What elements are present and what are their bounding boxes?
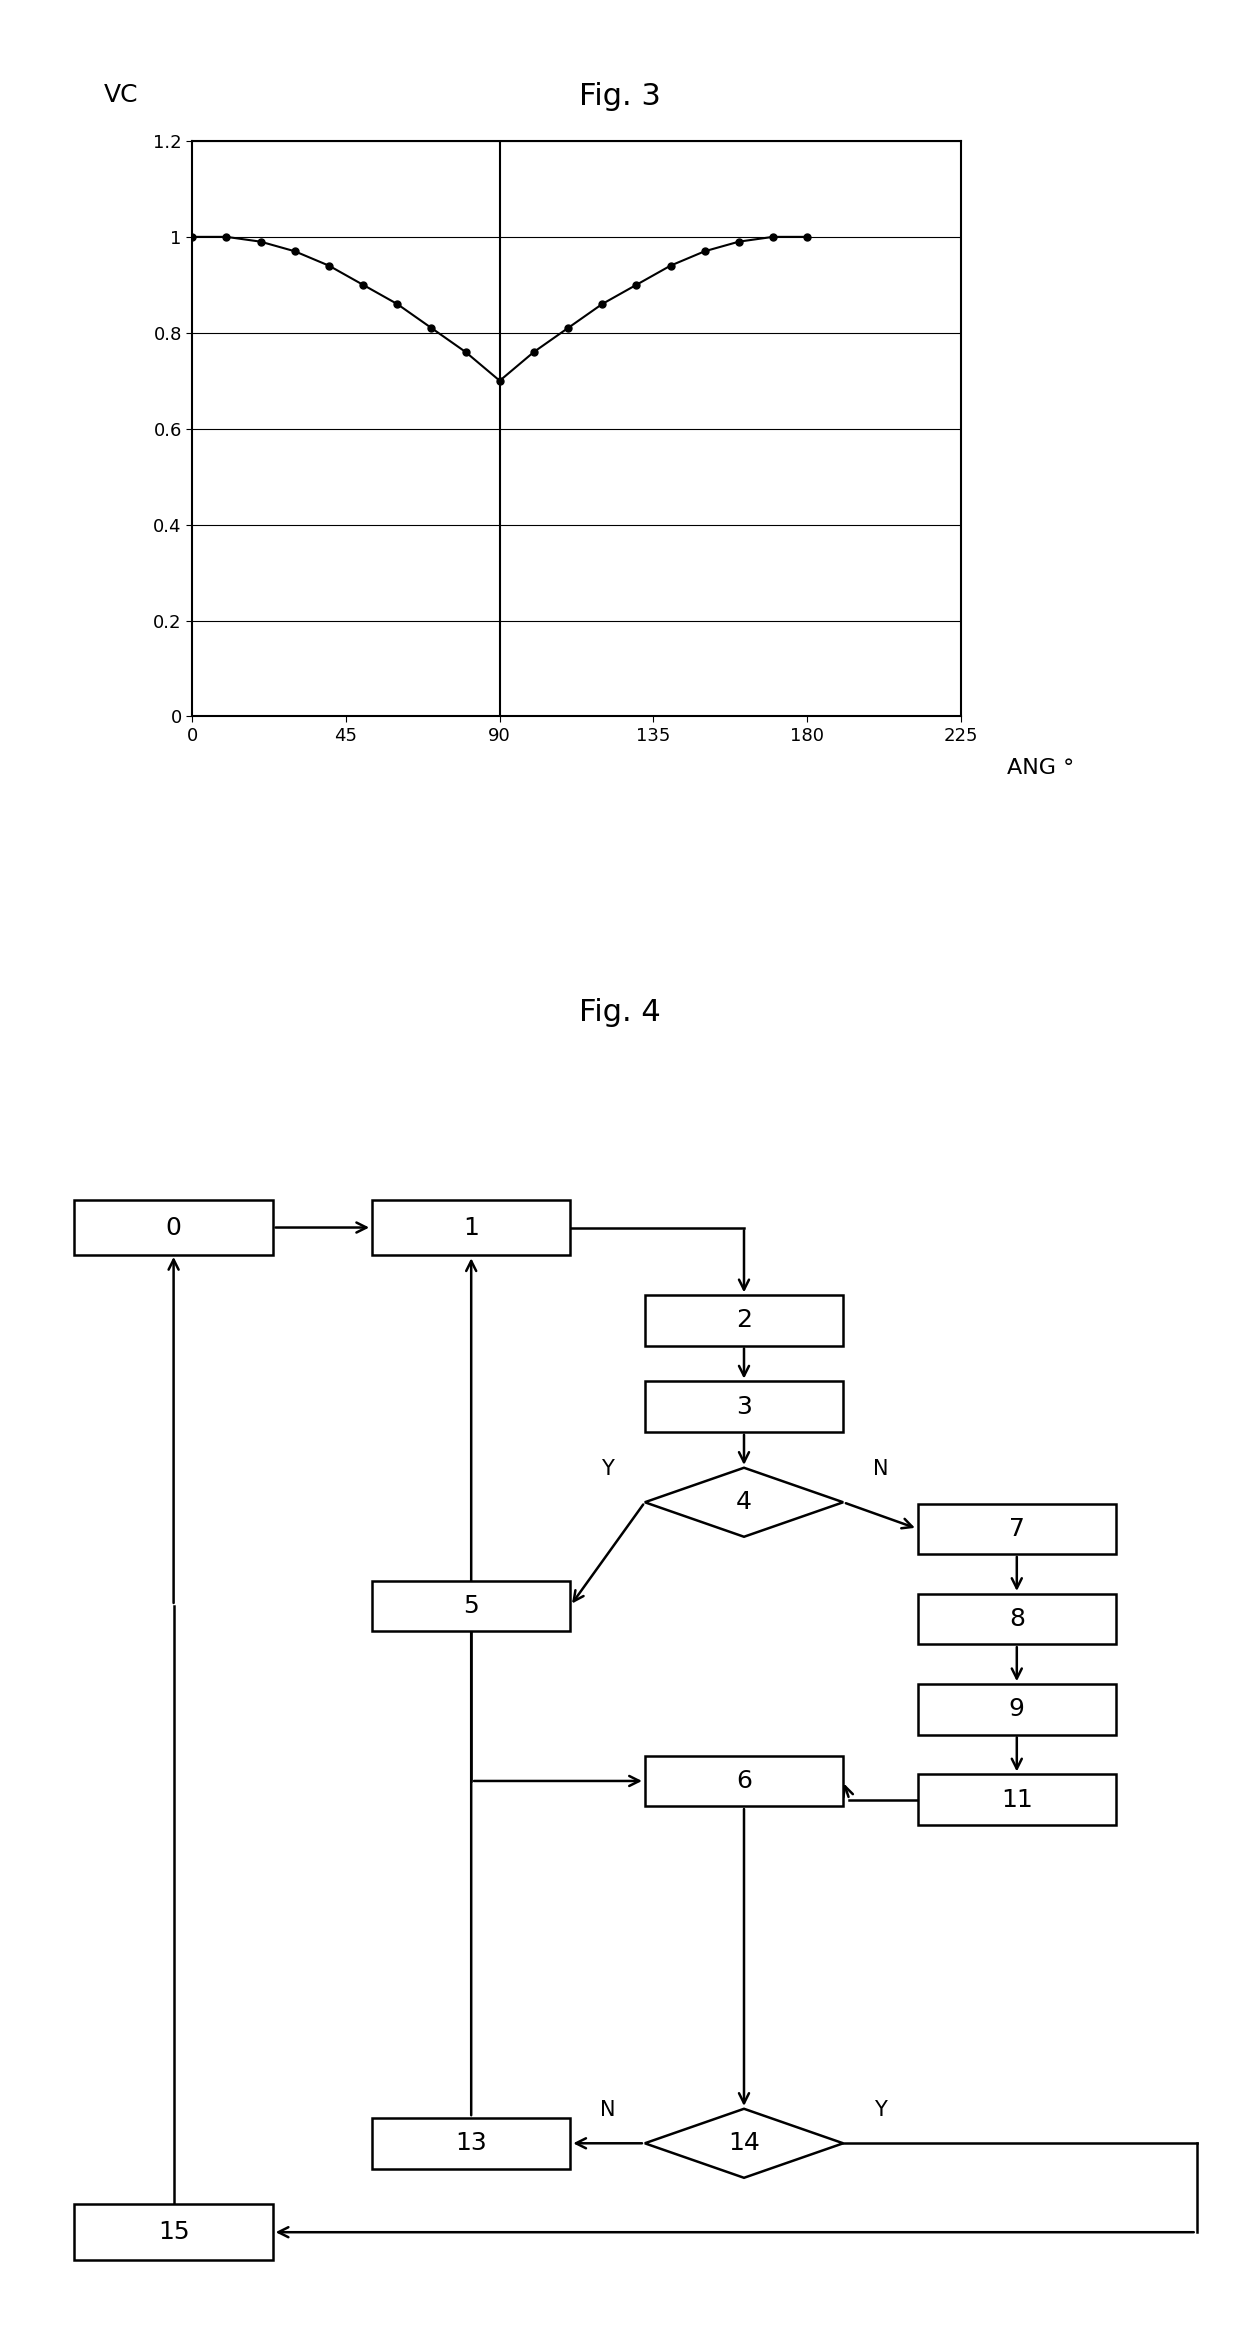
Text: 7: 7	[1009, 1517, 1024, 1541]
Text: 0: 0	[166, 1214, 181, 1240]
Text: 14: 14	[728, 2131, 760, 2156]
FancyBboxPatch shape	[918, 1595, 1116, 1644]
Text: 9: 9	[1009, 1698, 1024, 1722]
FancyBboxPatch shape	[372, 1200, 570, 1254]
Text: ANG °: ANG °	[1007, 759, 1074, 778]
FancyBboxPatch shape	[372, 2119, 570, 2168]
Text: 5: 5	[464, 1593, 479, 1618]
Text: Y: Y	[874, 2100, 887, 2121]
Text: 11: 11	[1001, 1788, 1033, 1811]
Text: N: N	[873, 1459, 888, 1480]
Text: Y: Y	[601, 1459, 614, 1480]
Text: VC: VC	[104, 82, 139, 108]
FancyBboxPatch shape	[74, 1200, 273, 1254]
Polygon shape	[645, 2109, 843, 2178]
FancyBboxPatch shape	[645, 1294, 843, 1346]
FancyBboxPatch shape	[918, 1773, 1116, 1825]
Text: 15: 15	[157, 2220, 190, 2243]
Polygon shape	[645, 1468, 843, 1536]
Text: 6: 6	[737, 1769, 751, 1792]
Text: 1: 1	[464, 1214, 479, 1240]
Text: 8: 8	[1009, 1607, 1024, 1630]
FancyBboxPatch shape	[918, 1503, 1116, 1555]
Text: 2: 2	[737, 1308, 751, 1332]
FancyBboxPatch shape	[645, 1381, 843, 1433]
Text: Fig. 4: Fig. 4	[579, 998, 661, 1027]
Text: 4: 4	[737, 1489, 751, 1515]
FancyBboxPatch shape	[372, 1581, 570, 1630]
FancyBboxPatch shape	[74, 2203, 273, 2260]
Text: Fig. 3: Fig. 3	[579, 82, 661, 110]
FancyBboxPatch shape	[645, 1755, 843, 1806]
Text: 3: 3	[737, 1395, 751, 1419]
FancyBboxPatch shape	[918, 1684, 1116, 1734]
Text: N: N	[600, 2100, 615, 2121]
Text: 13: 13	[455, 2131, 487, 2156]
